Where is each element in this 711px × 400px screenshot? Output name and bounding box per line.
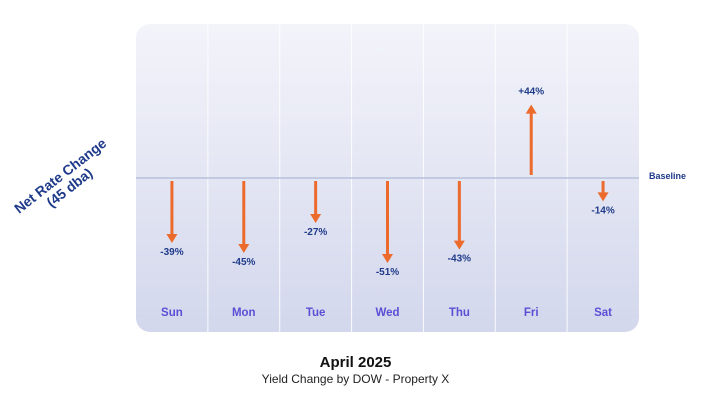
arrow-mark-wed: [382, 181, 393, 263]
x-tick-label-wed: Wed: [375, 307, 399, 319]
arrow-mark-fri: [525, 104, 537, 175]
arrow-head: [382, 254, 393, 263]
chart-caption-title: April 2025: [319, 354, 392, 371]
value-label-sat: -14%: [591, 205, 614, 216]
arrow-head: [166, 234, 178, 243]
value-label-tue: -27%: [304, 227, 327, 238]
arrow-mark-thu: [453, 181, 465, 250]
arrow-mark-sat: [597, 181, 609, 202]
arrow-head: [310, 214, 322, 223]
arrow-mark-tue: [310, 181, 322, 223]
x-tick-label-sun: Sun: [161, 307, 183, 319]
value-label-wed: -51%: [376, 267, 399, 278]
x-tick-label-mon: Mon: [232, 307, 256, 319]
value-label-sun: -39%: [160, 247, 183, 258]
chart-caption-subtitle: Yield Change by DOW - Property X: [261, 372, 450, 386]
arrow-head: [238, 244, 250, 253]
arrow-head: [525, 104, 537, 114]
x-tick-label-sat: Sat: [594, 307, 612, 319]
baseline-label: Baseline: [649, 171, 687, 181]
chart-marks: -39% Sun -45% Mon -27% Tue -51% Wed -43% Thu +44% F…: [160, 87, 615, 319]
x-tick-label-thu: Thu: [449, 307, 470, 319]
value-label-thu: -43%: [448, 254, 471, 265]
x-tick-label-fri: Fri: [524, 307, 539, 319]
arrow-mark-mon: [238, 181, 250, 253]
arrow-head: [597, 192, 609, 202]
value-label-mon: -45%: [232, 257, 255, 268]
x-tick-label-tue: Tue: [306, 307, 326, 319]
value-label-fri: +44%: [518, 87, 544, 98]
arrow-mark-sun: [166, 181, 178, 243]
arrow-head: [453, 240, 465, 250]
